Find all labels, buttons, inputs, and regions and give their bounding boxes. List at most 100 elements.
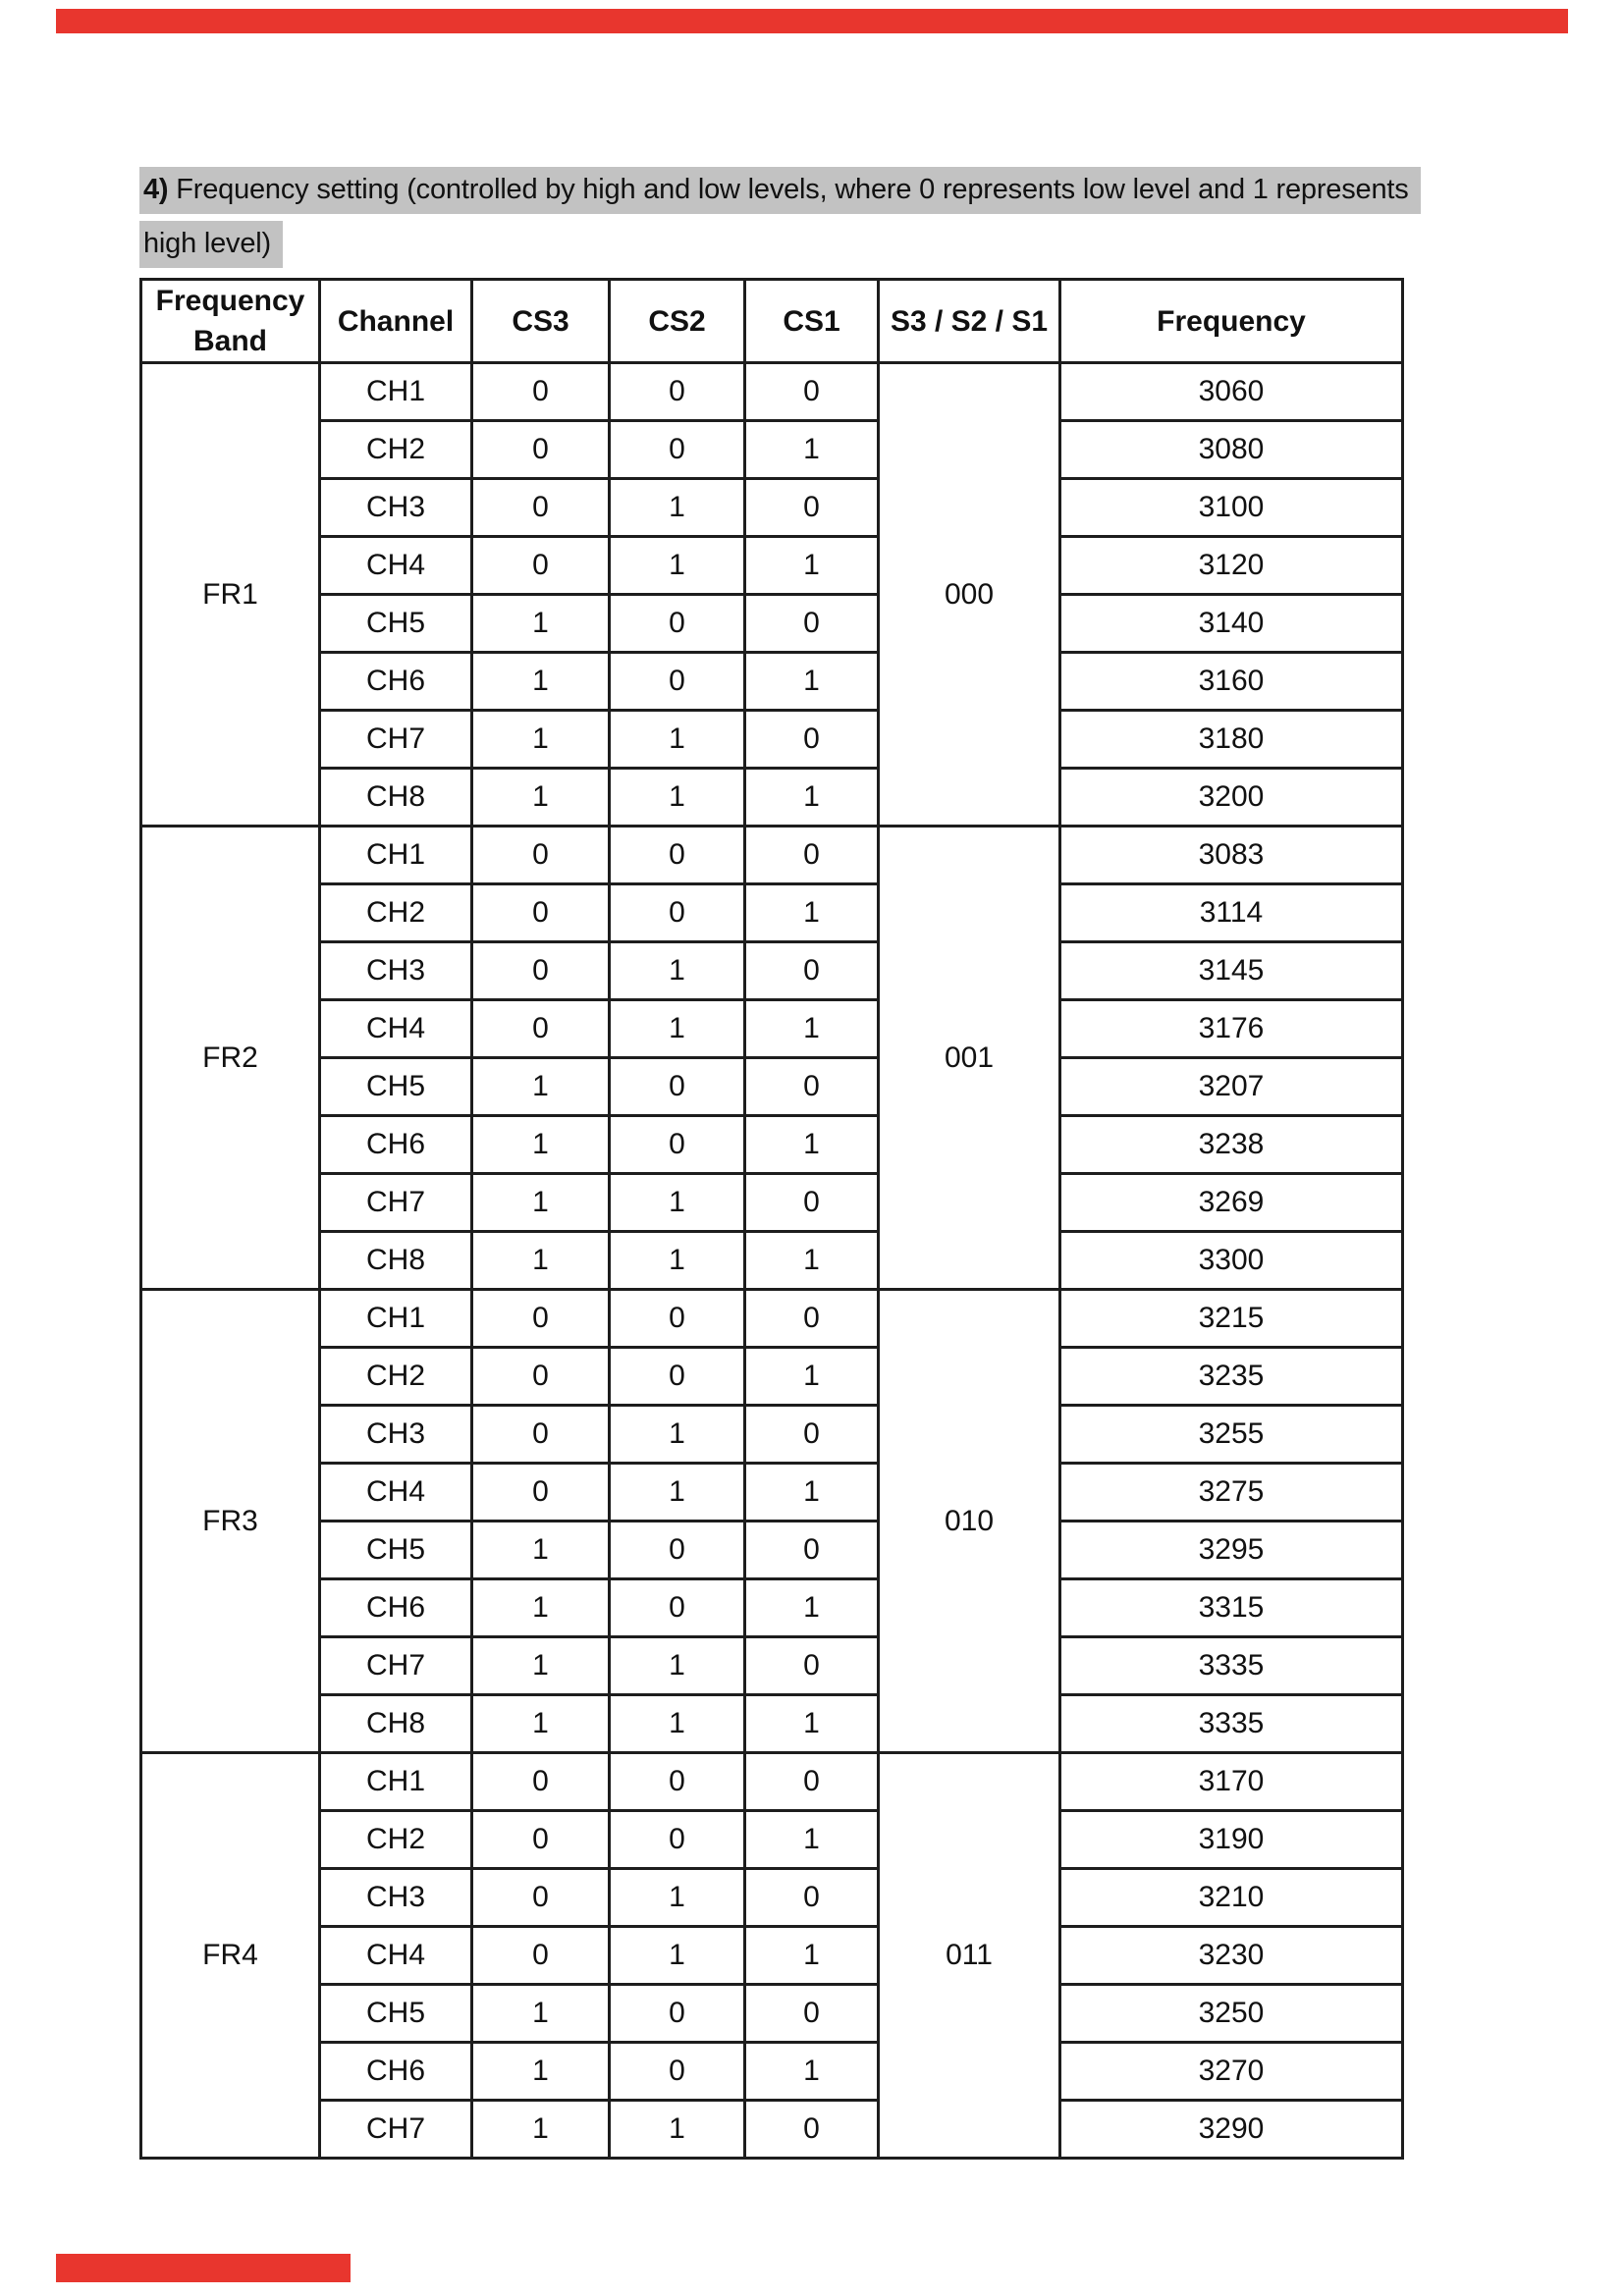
cs1-cell: 0 (743, 940, 880, 1001)
cs1-cell: 0 (743, 825, 880, 885)
frequency-cell: 3250 (1058, 1983, 1404, 2044)
table-row-fr1-ch3: CH3 0 1 0 3100 (141, 477, 1404, 538)
cs3-cell: 0 (470, 1809, 611, 1870)
frequency-cell: 3140 (1058, 593, 1404, 654)
cs3-cell: 1 (470, 651, 611, 712)
band-cell: FR1 (139, 361, 321, 828)
cs1-cell: 0 (743, 1983, 880, 2044)
column-header-cs1: CS1 (743, 278, 880, 364)
frequency-cell: 3235 (1058, 1346, 1404, 1407)
cs1-cell: 0 (743, 1867, 880, 1928)
selector-cell: 011 (877, 1751, 1061, 2160)
cs2-cell: 0 (608, 1288, 746, 1349)
table-row-fr2-ch1: FR2 CH1 0 0 0 001 3083 (139, 825, 1404, 1291)
cs3-cell: 0 (470, 535, 611, 596)
frequency-cell: 3145 (1058, 940, 1404, 1001)
cs2-cell: 1 (608, 1867, 746, 1928)
channel-cell: CH7 (318, 2099, 473, 2160)
cs1-cell: 0 (743, 1056, 880, 1117)
cs1-cell: 1 (743, 1346, 880, 1407)
column-header-channel: Channel (318, 278, 473, 364)
cs1-cell: 0 (743, 1751, 880, 1812)
frequency-cell: 3120 (1058, 535, 1404, 596)
cs2-cell: 0 (608, 1751, 746, 1812)
table-row-fr4-ch7: CH7 1 1 0 3290 (141, 2099, 1404, 2160)
cs1-cell: 1 (743, 1809, 880, 1870)
cs2-cell: 1 (608, 940, 746, 1001)
cs3-cell: 1 (470, 709, 611, 770)
column-header-cs3: CS3 (470, 278, 611, 364)
table-row-fr1-ch2: CH2 0 0 1 3080 (141, 419, 1404, 480)
cs2-cell: 1 (608, 1635, 746, 1696)
frequency-cell: 3060 (1058, 361, 1404, 422)
cs3-cell: 1 (470, 2041, 611, 2102)
cs1-cell: 1 (743, 419, 880, 480)
channel-cell: CH5 (318, 1056, 473, 1117)
frequency-cell: 3269 (1058, 1172, 1404, 1233)
table-row-fr4-ch2: CH2 0 0 1 3190 (141, 1809, 1404, 1870)
cs2-cell: 1 (608, 1925, 746, 1986)
cs2-cell: 1 (608, 767, 746, 828)
cs3-cell: 1 (470, 1230, 611, 1291)
table-row-fr2-ch8: CH8 1 1 1 3300 (141, 1230, 1404, 1291)
channel-cell: CH8 (318, 767, 473, 828)
cs2-cell: 0 (608, 882, 746, 943)
cs2-cell: 0 (608, 361, 746, 422)
cs1-cell: 0 (743, 1404, 880, 1465)
cs1-cell: 0 (743, 1520, 880, 1580)
cs3-cell: 0 (470, 477, 611, 538)
frequency-cell: 3300 (1058, 1230, 1404, 1291)
cs3-cell: 0 (470, 361, 611, 422)
cs3-cell: 1 (470, 1693, 611, 1754)
cs1-cell: 1 (743, 1230, 880, 1291)
frequency-cell: 3315 (1058, 1577, 1404, 1638)
column-header-s3-s2-s1: S3 / S2 / S1 (877, 278, 1061, 364)
heading-number: 4) (143, 174, 169, 205)
frequency-table: Frequency Band Channel CS3 CS2 CS1 S3 / S2 / … (139, 278, 1404, 2160)
column-header-frequency: Frequency (1058, 278, 1404, 364)
channel-cell: CH7 (318, 1635, 473, 1696)
cs2-cell: 1 (608, 1230, 746, 1291)
cs3-cell: 1 (470, 2099, 611, 2160)
table-row-fr3-ch4: CH4 0 1 1 3275 (141, 1462, 1404, 1522)
channel-cell: CH8 (318, 1230, 473, 1291)
cs2-cell: 0 (608, 593, 746, 654)
frequency-cell: 3083 (1058, 825, 1404, 885)
table-row-fr3-ch8: CH8 1 1 1 3335 (141, 1693, 1404, 1754)
cs2-cell: 0 (608, 1983, 746, 2044)
frequency-cell: 3255 (1058, 1404, 1404, 1465)
table-row-fr3-ch3: CH3 0 1 0 3255 (141, 1404, 1404, 1465)
cs3-cell: 1 (470, 1056, 611, 1117)
cs3-cell: 0 (470, 940, 611, 1001)
frequency-cell: 3335 (1058, 1635, 1404, 1696)
cs3-cell: 1 (470, 1172, 611, 1233)
cs2-cell: 0 (608, 651, 746, 712)
cs3-cell: 0 (470, 1346, 611, 1407)
cs3-cell: 0 (470, 1462, 611, 1522)
table-row-fr3-ch5: CH5 1 0 0 3295 (141, 1520, 1404, 1580)
cs2-cell: 0 (608, 1577, 746, 1638)
band-cell: FR2 (139, 825, 321, 1291)
table-row-fr1-ch8: CH8 1 1 1 3200 (141, 767, 1404, 828)
table-row-fr4-ch6: CH6 1 0 1 3270 (141, 2041, 1404, 2102)
table-row-fr3-ch1: FR3 CH1 0 0 0 010 3215 (139, 1288, 1404, 1754)
frequency-cell: 3200 (1058, 767, 1404, 828)
cs3-cell: 0 (470, 825, 611, 885)
selector-cell: 001 (877, 825, 1061, 1291)
cs1-cell: 0 (743, 593, 880, 654)
cs1-cell: 0 (743, 361, 880, 422)
heading-line2-text: high level) (139, 221, 283, 268)
cs2-cell: 0 (608, 1809, 746, 1870)
channel-cell: CH8 (318, 1693, 473, 1754)
selector-cell: 010 (877, 1288, 1061, 1754)
table-row-fr4-ch3: CH3 0 1 0 3210 (141, 1867, 1404, 1928)
cs2-cell: 0 (608, 1056, 746, 1117)
section-heading: 4) Frequency setting (controlled by high… (139, 167, 1593, 275)
cs3-cell: 0 (470, 1751, 611, 1812)
channel-cell: CH6 (318, 2041, 473, 2102)
cs1-cell: 1 (743, 1462, 880, 1522)
frequency-cell: 3230 (1058, 1925, 1404, 1986)
cs3-cell: 0 (470, 419, 611, 480)
table-row-fr3-ch7: CH7 1 1 0 3335 (141, 1635, 1404, 1696)
